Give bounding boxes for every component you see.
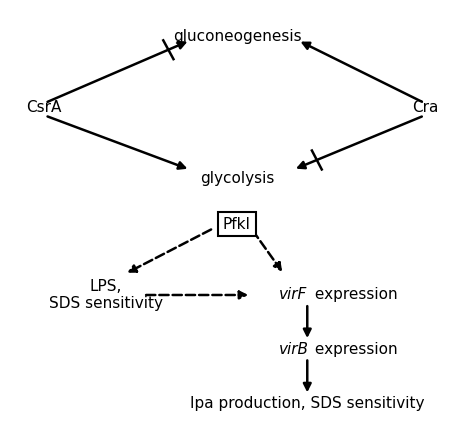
Text: glycolysis: glycolysis	[200, 170, 274, 186]
Text: CsrA: CsrA	[26, 100, 62, 115]
Text: LPS,
SDS sensitivity: LPS, SDS sensitivity	[49, 279, 163, 311]
Text: expression: expression	[310, 342, 397, 357]
Text: Cra: Cra	[412, 100, 438, 115]
Text: virF: virF	[279, 288, 308, 302]
Text: gluconeogenesis: gluconeogenesis	[173, 29, 301, 44]
Text: PfkI: PfkI	[223, 217, 251, 231]
Text: Ipa production, SDS sensitivity: Ipa production, SDS sensitivity	[190, 396, 425, 411]
Text: virB: virB	[279, 342, 309, 357]
Text: expression: expression	[310, 288, 397, 302]
